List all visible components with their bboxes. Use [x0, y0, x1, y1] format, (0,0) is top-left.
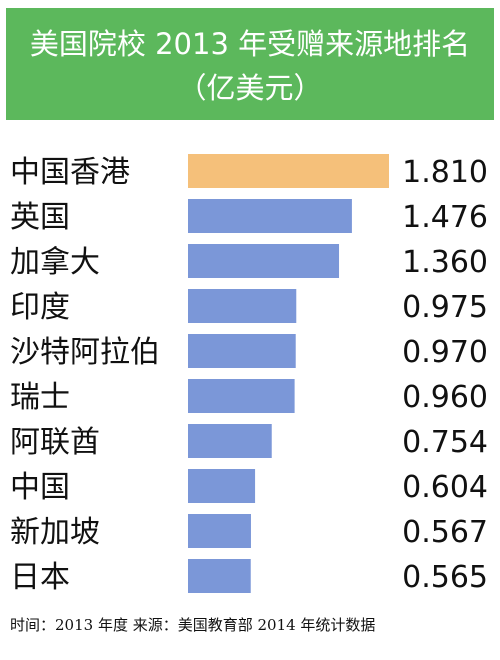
- category-label: 英国: [10, 200, 70, 235]
- category-label: 沙特阿拉伯: [10, 335, 160, 370]
- chart-title-banner: 美国院校 2013 年受赠来源地排名 （亿美元）: [6, 8, 494, 120]
- chart-unit: （亿美元）: [177, 71, 323, 105]
- value-label: 0.960: [402, 380, 488, 415]
- category-label: 瑞士: [10, 380, 70, 415]
- value-label: 0.975: [402, 290, 488, 325]
- category-label: 中国: [10, 470, 70, 505]
- bar: [188, 289, 297, 323]
- category-label: 加拿大: [10, 245, 100, 280]
- category-label: 中国香港: [10, 155, 130, 190]
- bar: [188, 469, 256, 503]
- chart-title: 美国院校 2013 年受赠来源地排名: [29, 27, 471, 61]
- category-label: 日本: [10, 560, 70, 595]
- bar-chart: 中国香港 1.810 英国 1.476 加拿大 1.360 印度 0.975 沙特阿拉伯 0.97…: [10, 154, 488, 595]
- category-label: 新加坡: [10, 515, 100, 550]
- bar: [188, 379, 295, 413]
- bar: [188, 199, 352, 233]
- bar: [188, 154, 389, 188]
- bar: [188, 244, 340, 278]
- value-label: 0.754: [402, 425, 488, 460]
- value-label: 1.360: [402, 245, 488, 280]
- value-label: 0.567: [402, 515, 488, 550]
- bar: [188, 334, 296, 368]
- value-label: 0.565: [402, 560, 488, 595]
- category-label: 印度: [10, 290, 70, 325]
- bar: [188, 559, 251, 593]
- category-label: 阿联酋: [10, 425, 100, 460]
- value-label: 1.810: [402, 155, 488, 190]
- source-note: 时间：2013 年度 来源：美国教育部 2014 年统计数据: [10, 616, 376, 634]
- bar: [188, 514, 251, 548]
- value-label: 0.970: [402, 335, 488, 370]
- value-label: 0.604: [402, 470, 488, 505]
- bar: [188, 424, 272, 458]
- value-label: 1.476: [402, 200, 488, 235]
